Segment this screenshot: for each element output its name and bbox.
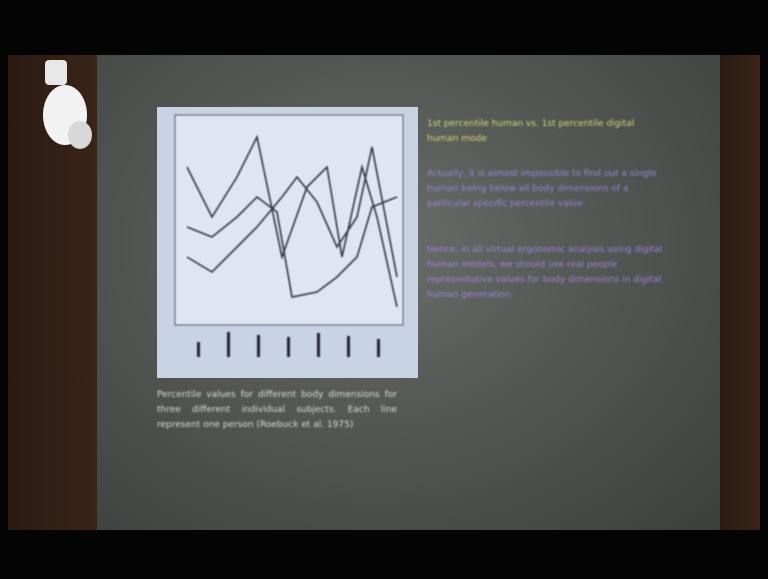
slide-bullet: Hence, in all virtual ergonomic analysis… (427, 243, 667, 303)
slide-figure (157, 107, 418, 378)
ceiling-camera (35, 60, 105, 155)
slide-title: 1st percentile human vs. 1st percentile … (427, 117, 657, 147)
x-label-marks (317, 333, 320, 357)
x-label-marks (347, 336, 350, 357)
photo: 1st percentile human vs. 1st percentile … (0, 0, 768, 579)
x-label-marks (197, 342, 200, 357)
figure-caption: Percentile values for different body dim… (157, 388, 397, 433)
slide-bullet: Actually, it is almost impossible to fin… (427, 167, 667, 212)
projection-screen: 1st percentile human vs. 1st percentile … (97, 55, 720, 530)
wall-right (720, 55, 760, 530)
x-label-marks (257, 335, 260, 357)
x-label-marks (377, 339, 380, 357)
x-label-marks (287, 337, 290, 357)
figure-chart (157, 107, 418, 378)
x-label-marks (227, 332, 230, 357)
